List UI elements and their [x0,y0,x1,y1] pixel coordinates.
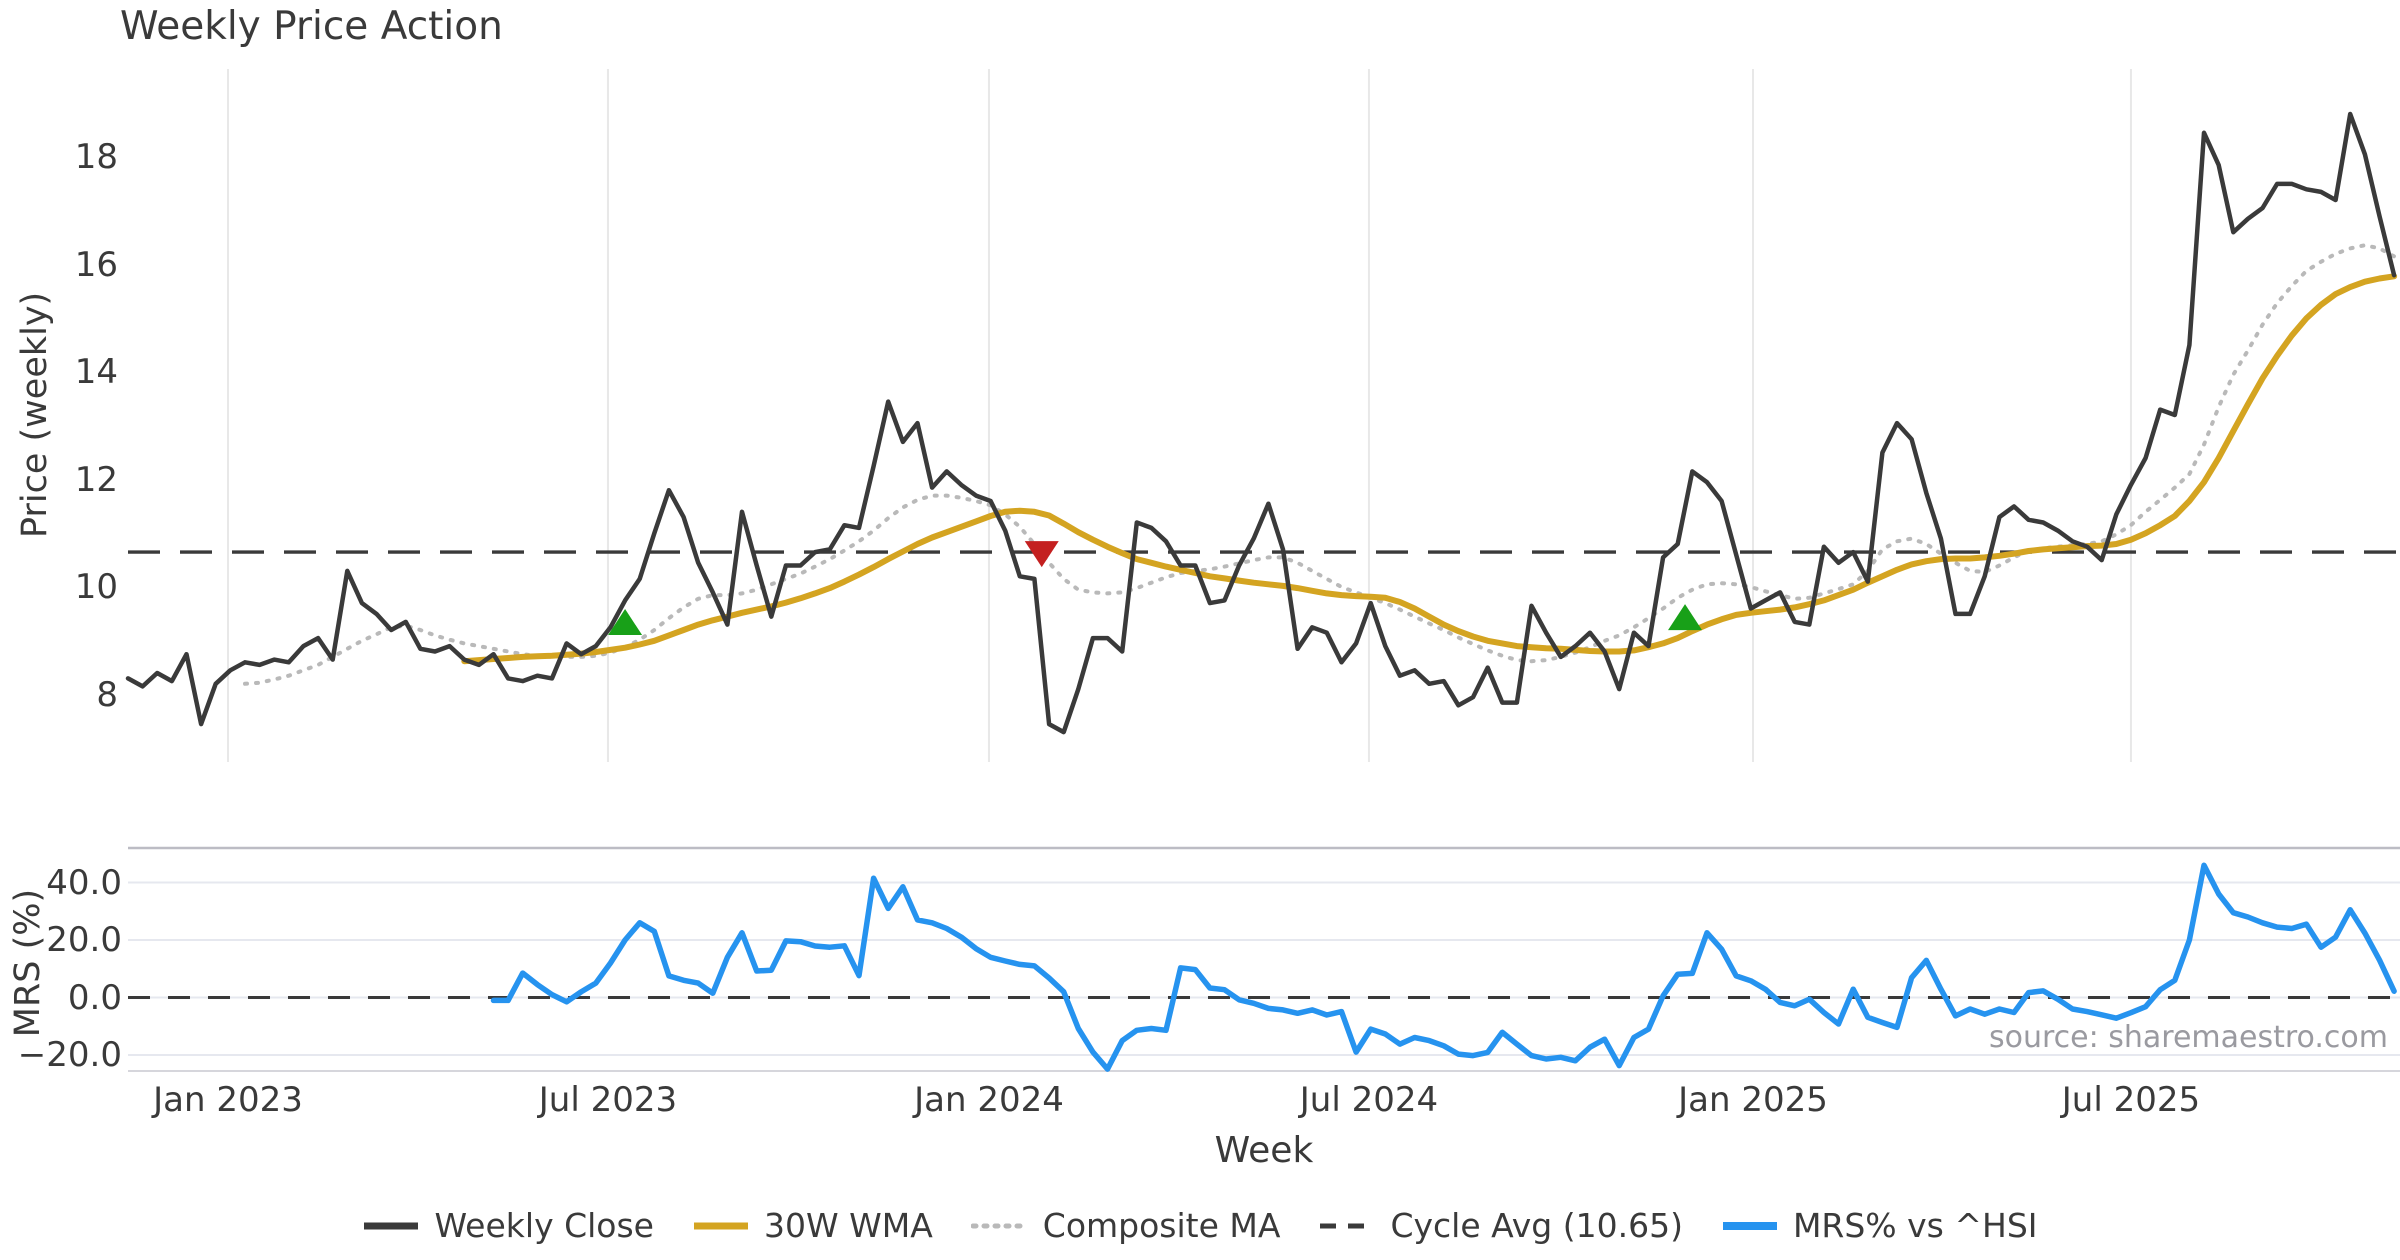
xtick-5: Jul 2025 [2061,1080,2201,1120]
legend-label: 30W WMA [763,1206,933,1245]
price-ytick-2: 12 [74,459,118,500]
wma-swatch-icon [693,1222,748,1229]
xtick-4: Jan 2025 [1678,1080,1828,1120]
price-ytick-4: 16 [74,244,118,285]
mrs-ytick-1: 20.0 [46,920,122,960]
cycle-avg-swatch-icon [1320,1223,1375,1228]
legend-item-wma: 30W WMA [692,1206,933,1245]
price-ytick-0: 8 [96,674,118,715]
legend-item-mrs: MRS% vs ^HSI [1721,1206,2038,1245]
mrs-ytick-0: 40.0 [46,862,122,903]
legend-label: MRS% vs ^HSI [1792,1206,2038,1245]
legend-label: Composite MA [1042,1206,1281,1245]
legend-label: Cycle Avg (10.65) [1390,1206,1683,1245]
weekly-close-swatch-icon [364,1222,419,1229]
mrs-swatch-icon [1722,1221,1777,1230]
x-axis-label: Week [1214,1130,1314,1171]
price-axis-label: Price (weekly) [15,291,55,538]
xtick-3: Jul 2024 [1299,1080,1439,1120]
price-ytick-1: 10 [74,567,118,607]
legend-item-weekly-close: Weekly Close [362,1206,654,1245]
legend-item-cycle-avg: Cycle Avg (10.65) [1318,1206,1683,1245]
price-ytick-3: 14 [74,352,118,392]
chart-title: Weekly Price Action [120,4,503,49]
xtick-2: Jan 2024 [914,1080,1064,1120]
price-ytick-5: 18 [74,137,118,177]
xtick-0: Jan 2023 [153,1080,303,1120]
source-credit: source: sharemaestro.com [1989,1020,2388,1055]
xtick-1: Jul 2023 [538,1080,678,1120]
composite-swatch-icon [970,1223,1029,1228]
legend-item-composite: Composite MA [970,1206,1281,1245]
legend: Weekly Close 30W WMA Composite MA Cycle … [0,1206,2400,1245]
mrs-ytick-3: −20.0 [17,1035,122,1075]
legend-label: Weekly Close [434,1206,654,1245]
mrs-ytick-2: 0.0 [67,977,122,1018]
